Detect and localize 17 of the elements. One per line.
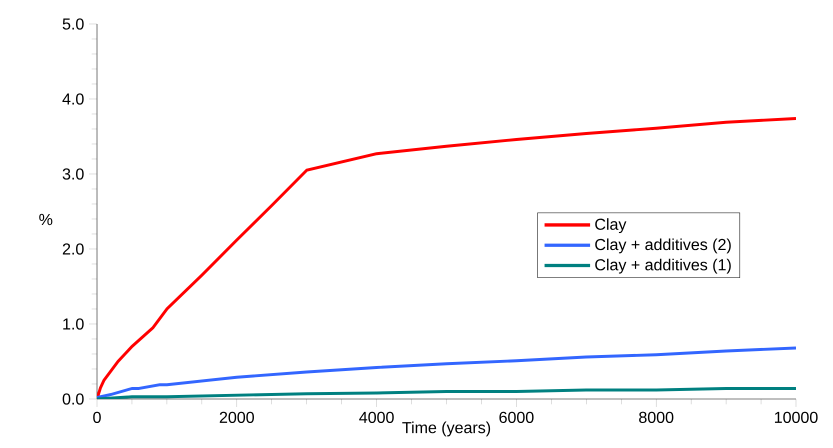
legend-label: Clay	[595, 218, 626, 234]
y-tick-label: 3.0	[62, 168, 84, 180]
x-tick-label: 4000	[359, 412, 394, 424]
x-axis-title: Time (years)	[402, 422, 490, 436]
x-tick-label: 0	[93, 412, 101, 424]
legend-label: Clay + additives (1)	[595, 258, 731, 274]
y-tick-label: 1.0	[63, 318, 84, 330]
y-tick-label: 0.0	[62, 393, 84, 405]
y-axis-title: %	[39, 214, 52, 226]
legend-label: Clay + additives (2)	[595, 238, 731, 254]
y-tick-label: 5.0	[62, 18, 84, 30]
x-tick-label: 6000	[499, 412, 534, 424]
x-tick-label: 2000	[220, 412, 254, 424]
x-tick-label: 8000	[639, 412, 674, 424]
x-tick-label: 10000	[774, 412, 818, 424]
y-tick-label: 2.0	[62, 243, 84, 255]
y-tick-label: 4.0	[62, 93, 84, 105]
